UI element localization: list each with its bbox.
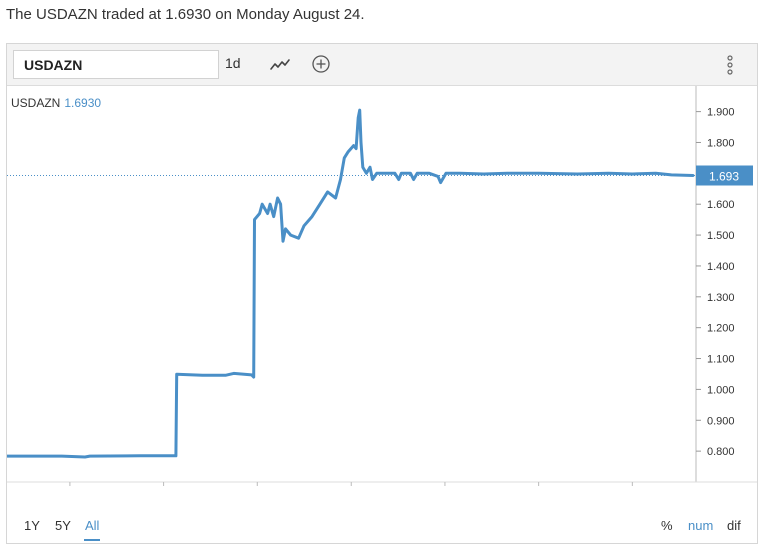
chart-widget: USDAZN 1d USDAZN 1.6930 0.800 0.900 1.000 1.…	[6, 43, 758, 544]
y-tick-label: 1.000	[707, 384, 735, 396]
price-chart[interactable]: 0.800 0.900 1.000 1.100 1.200 1.300 1.400 1.500…	[7, 86, 757, 486]
y-tick-label: 1.600	[707, 199, 735, 211]
mode-percent-button[interactable]: %	[661, 518, 673, 533]
last-price-label: 1.693	[709, 169, 739, 183]
mode-dif-button[interactable]: dif	[727, 518, 741, 533]
series-line	[7, 108, 695, 459]
y-tick-label: 1.300	[707, 292, 735, 304]
y-tick-label: 0.900	[707, 415, 735, 427]
page-headline: The USDAZN traded at 1.6930 on Monday Au…	[6, 6, 365, 23]
plus-circle-icon[interactable]	[311, 54, 331, 79]
range-bar: 1Y 5Y All % num dif	[7, 514, 757, 544]
range-1y-button[interactable]: 1Y	[24, 518, 40, 533]
line-chart-icon[interactable]	[269, 55, 291, 80]
vertical-dots-icon[interactable]	[725, 54, 735, 81]
y-tick-label: 1.400	[707, 261, 735, 273]
y-tick-label: 1.200	[707, 323, 735, 335]
interval-selector[interactable]: 1d	[225, 55, 241, 71]
y-tick-label: 0.800	[707, 446, 735, 458]
y-tick-label: 1.100	[707, 354, 735, 366]
y-tick-label: 1.900	[707, 107, 735, 119]
chart-toolbar: USDAZN 1d	[7, 44, 757, 86]
series-value: 1.6930	[64, 96, 102, 110]
y-tick-label: 1.500	[707, 230, 735, 242]
mode-num-button[interactable]: num	[688, 518, 714, 533]
range-5y-button[interactable]: 5Y	[55, 518, 71, 533]
last-price-tag	[696, 165, 753, 186]
symbol-input[interactable]: USDAZN	[13, 50, 219, 79]
series-name: USDAZN	[11, 96, 61, 110]
y-tick-label: 1.800	[707, 137, 735, 149]
range-all-button[interactable]: All	[84, 518, 101, 541]
series-legend: USDAZN 1.6930	[11, 96, 101, 110]
